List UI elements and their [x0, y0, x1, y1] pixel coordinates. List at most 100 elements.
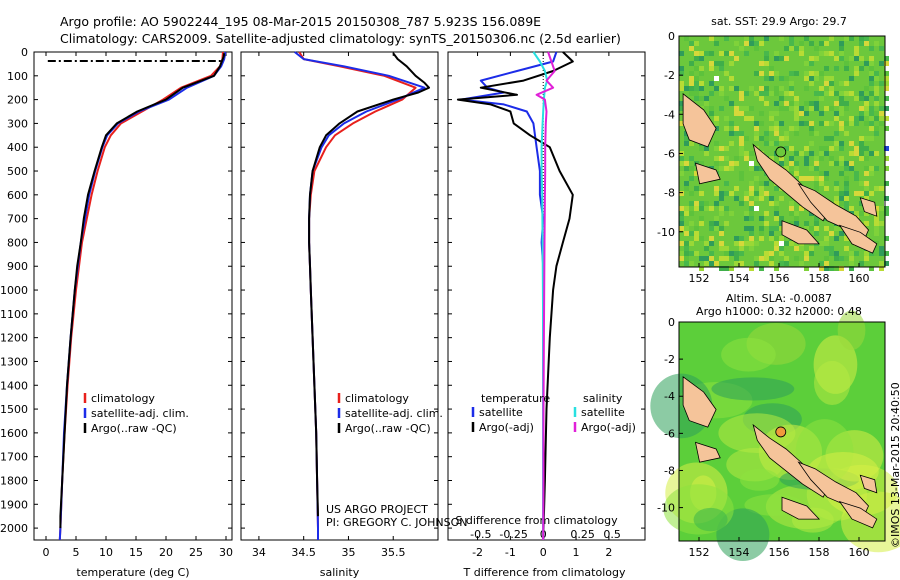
sst-cell [739, 91, 744, 96]
sst-cell [759, 96, 764, 101]
sst-cell [839, 256, 844, 261]
sst-cell [844, 66, 849, 71]
sst-cell [699, 216, 704, 221]
sst-cell [739, 241, 744, 246]
sst-cell [789, 146, 794, 151]
sst-cell [684, 211, 689, 216]
map-x-tick-label: 152 [689, 272, 710, 285]
sst-cell [689, 76, 694, 81]
sst-cell [749, 236, 754, 241]
depth-tick-label: 400 [7, 141, 28, 154]
sst-cell [754, 126, 759, 131]
sst-cell [859, 111, 864, 116]
x-tick-label-top: 0.5 [603, 528, 621, 541]
sst-cell [749, 206, 754, 211]
sst-cell [784, 166, 789, 171]
sst-cell [684, 246, 689, 251]
sst-cell [759, 266, 764, 271]
sst-cell [739, 46, 744, 51]
sst-cell [784, 76, 789, 81]
temp-legend-item: climatology [91, 392, 155, 405]
sst-cell [779, 161, 784, 166]
sal-legend-item: Argo(..raw -QC) [345, 422, 431, 435]
sst-cell [679, 51, 684, 56]
sst-cell [689, 81, 694, 86]
depth-tick-label: 1100 [0, 308, 28, 321]
sst-cell [699, 56, 704, 61]
sst-cell [839, 81, 844, 86]
sst-cell [839, 171, 844, 176]
sst-cell [869, 251, 874, 256]
sst-cell [769, 126, 774, 131]
sst-cell [804, 251, 809, 256]
sst-cell [734, 156, 739, 161]
sst-cell [704, 146, 709, 151]
sst-cell [834, 66, 839, 71]
map-sla: 152 154 156 158 160 0 -2 -4 -6 -8 -10 [650, 310, 900, 561]
land-1 [694, 162, 721, 185]
depth-tick-label: 1500 [0, 403, 28, 416]
sst-cell [834, 91, 839, 96]
sst-cell [874, 251, 879, 256]
sst-cell [684, 86, 689, 91]
sst-cell [884, 236, 889, 241]
sst-cell [709, 66, 714, 71]
sst-cell [749, 241, 754, 246]
sst-cell [694, 186, 699, 191]
sst-cell [679, 156, 684, 161]
sst-cell [774, 126, 779, 131]
sst-cell [739, 246, 744, 251]
series-line-2 [59, 53, 226, 529]
sst-cell [859, 66, 864, 71]
sst-cell [859, 261, 864, 266]
sst-cell [709, 111, 714, 116]
sst-cell [689, 176, 694, 181]
sst-cell [814, 101, 819, 106]
sst-cell [734, 196, 739, 201]
sst-cell [864, 191, 869, 196]
sst-cell [794, 101, 799, 106]
sst-cell [789, 156, 794, 161]
sst-cell [814, 131, 819, 136]
sst-cell [784, 101, 789, 106]
sst-cell [864, 166, 869, 171]
sst-cell [714, 126, 719, 131]
sst-cell [809, 166, 814, 171]
sst-cell [729, 211, 734, 216]
sst-cell [744, 106, 749, 111]
sst-cell [744, 51, 749, 56]
sst-cell [854, 146, 859, 151]
sst-cell [719, 256, 724, 261]
sst-cell [684, 161, 689, 166]
sst-cell [884, 106, 889, 111]
sst-cell [844, 101, 849, 106]
sst-cell [694, 96, 699, 101]
sst-cell [754, 176, 759, 181]
sst-cell [794, 116, 799, 121]
sst-cell [739, 261, 744, 266]
sst-cell [774, 56, 779, 61]
sst-cell [834, 111, 839, 116]
header-line-2: Climatology: CARS2009. Satellite-adjuste… [60, 31, 621, 46]
sst-cell [689, 251, 694, 256]
sst-cell [769, 91, 774, 96]
sst-cell [679, 211, 684, 216]
sst-cell [709, 106, 714, 111]
sst-cell [729, 191, 734, 196]
sst-cell [769, 76, 774, 81]
sst-cell [849, 256, 854, 261]
sst-cell [864, 256, 869, 261]
sst-cell [804, 61, 809, 66]
sst-cell [744, 36, 749, 41]
depth-tick-label: 900 [7, 260, 28, 273]
land-6 [859, 197, 878, 217]
sst-cell [694, 206, 699, 211]
depth-tick-label: 200 [7, 94, 28, 107]
sst-cell [749, 41, 754, 46]
sst-cell [804, 176, 809, 181]
sst-cell [834, 181, 839, 186]
sst-cell [769, 111, 774, 116]
sst-cell [699, 81, 704, 86]
sst-cell [829, 106, 834, 111]
sst-cell [819, 171, 824, 176]
